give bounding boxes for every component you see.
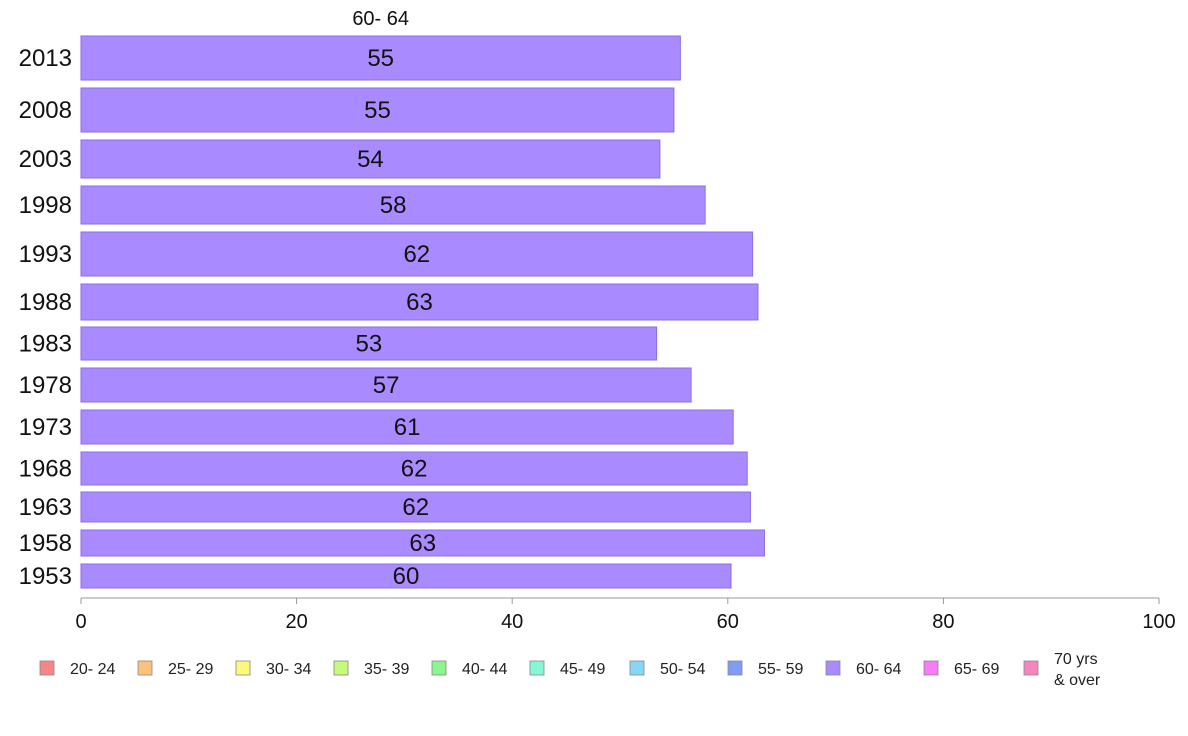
category-label-1978: 1978 [19, 372, 72, 399]
legend-item-0: 20- 24 [39, 660, 115, 678]
data-label-1968: 62 [401, 456, 428, 483]
bar-1958 [80, 529, 765, 557]
legend-label: 25- 29 [168, 661, 213, 678]
data-label-1973: 61 [394, 414, 421, 441]
bar-1973 [80, 409, 734, 445]
legend-label: 60- 64 [856, 661, 901, 678]
legend-label: 70 yrs & over [1054, 651, 1101, 689]
bar-2008 [80, 87, 675, 133]
legend-swatch [1023, 660, 1039, 676]
category-label-1983: 1983 [19, 331, 72, 358]
legend-swatch [431, 660, 447, 676]
category-label-1988: 1988 [19, 289, 72, 316]
bar-1993 [80, 231, 754, 277]
legend-label: 55- 59 [758, 661, 803, 678]
legend-swatch [727, 660, 743, 676]
data-label-1958: 63 [409, 530, 436, 557]
legend-swatch [137, 660, 153, 676]
data-label-1993: 62 [403, 241, 430, 268]
legend-label: 45- 49 [560, 661, 605, 678]
legend-swatch [333, 660, 349, 676]
bar-1998 [80, 185, 706, 225]
legend-label: 65- 69 [954, 661, 999, 678]
legend-swatch [923, 660, 939, 676]
x-tick-label-80: 80 [932, 611, 954, 633]
legend-item-9: 65- 69 [923, 660, 999, 678]
legend-item-5: 45- 49 [529, 660, 605, 678]
legend-label: 35- 39 [364, 661, 409, 678]
x-tick-label-20: 20 [285, 611, 307, 633]
bar-1963 [80, 491, 751, 523]
category-label-1968: 1968 [19, 456, 72, 483]
legend-item-7: 55- 59 [727, 660, 803, 678]
legend-swatch [235, 660, 251, 676]
bar-1968 [80, 451, 748, 486]
legend-item-2: 30- 34 [235, 660, 311, 678]
bar-1953 [80, 563, 732, 589]
legend-swatch [629, 660, 645, 676]
bar-1978 [80, 367, 692, 403]
legend-label: 30- 34 [266, 661, 311, 678]
x-tick-label-100: 100 [1142, 611, 1175, 633]
bar-1988 [80, 283, 759, 321]
category-label-2008: 2008 [19, 97, 72, 124]
bar-1983 [80, 326, 658, 361]
legend-label: 50- 54 [660, 661, 705, 678]
x-tick-label-60: 60 [717, 611, 739, 633]
category-label-1993: 1993 [19, 241, 72, 268]
legend-item-8: 60- 64 [825, 660, 901, 678]
legend-label: 40- 44 [462, 661, 507, 678]
category-label-2003: 2003 [19, 146, 72, 173]
data-label-1978: 57 [373, 372, 400, 399]
data-label-1983: 53 [355, 331, 382, 358]
legend-swatch [39, 660, 55, 676]
data-label-1998: 58 [380, 192, 407, 219]
data-label-2013: 55 [367, 45, 394, 72]
legend-item-3: 35- 39 [333, 660, 409, 678]
bar-2013 [80, 35, 681, 81]
legend-item-6: 50- 54 [629, 660, 705, 678]
category-label-2013: 2013 [19, 45, 72, 72]
legend-label: 20- 24 [70, 661, 115, 678]
series-title: 60- 64 [352, 8, 409, 30]
data-label-1988: 63 [406, 289, 433, 316]
category-label-1998: 1998 [19, 192, 72, 219]
legend-swatch [529, 660, 545, 676]
x-tick-label-0: 0 [75, 611, 86, 633]
x-tick-label-40: 40 [501, 611, 523, 633]
bar-2003 [80, 139, 661, 179]
legend-item-1: 25- 29 [137, 660, 213, 678]
data-label-2008: 55 [364, 97, 391, 124]
category-label-1958: 1958 [19, 530, 72, 557]
category-label-1963: 1963 [19, 494, 72, 521]
data-label-1963: 62 [402, 494, 429, 521]
category-label-1953: 1953 [19, 563, 72, 590]
category-label-1973: 1973 [19, 414, 72, 441]
legend-swatch [825, 660, 841, 676]
data-label-1953: 60 [393, 563, 420, 590]
data-label-2003: 54 [357, 146, 384, 173]
legend-item-4: 40- 44 [431, 660, 507, 678]
legend-item-10: 70 yrs & over [1023, 651, 1101, 689]
